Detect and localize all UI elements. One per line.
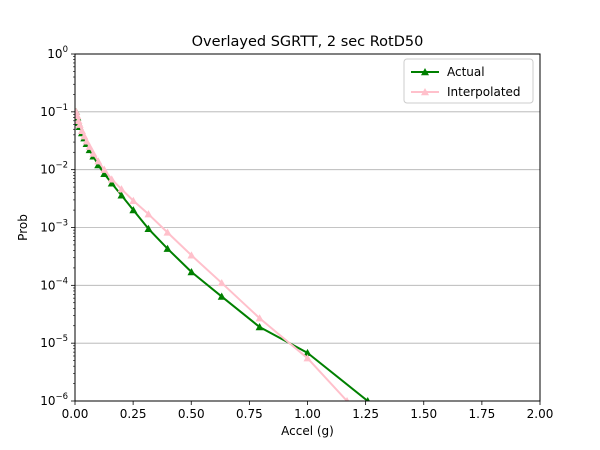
y-tick-label: 100: [47, 45, 68, 61]
data-point: [89, 149, 98, 157]
plot-series: [75, 107, 370, 401]
y-tick-label: 10−5: [40, 334, 68, 350]
series-interpolated: [75, 107, 350, 401]
x-tick-label: 1.75: [469, 407, 496, 421]
legend-item: Actual: [411, 65, 485, 79]
legend-marker: [421, 68, 429, 76]
data-point: [144, 210, 153, 218]
legend-marker: [421, 88, 429, 96]
data-point: [303, 348, 312, 357]
data-point: [163, 244, 172, 252]
x-tick-label: 2.00: [527, 407, 554, 421]
data-point: [75, 107, 81, 116]
data-point: [187, 251, 196, 259]
legend-label: Interpolated: [447, 85, 521, 99]
data-point: [303, 354, 312, 362]
data-point: [94, 161, 103, 169]
x-tick-label: 1.00: [294, 407, 321, 421]
data-point: [77, 126, 86, 134]
data-point: [344, 397, 350, 401]
x-tick-label: 0.75: [236, 407, 263, 421]
data-point: [144, 224, 153, 232]
chart-title: Overlayed SGRTT, 2 sec RotD50: [192, 34, 424, 50]
data-point: [217, 278, 226, 287]
data-point: [255, 314, 264, 322]
x-tick-label: 0.00: [62, 407, 89, 421]
y-tick-label: 10−2: [40, 161, 68, 177]
x-tick-label: 0.50: [178, 407, 205, 421]
legend-item: Interpolated: [411, 85, 521, 99]
y-tick-label: 10−3: [40, 219, 68, 235]
data-point: [117, 191, 126, 199]
data-point: [365, 397, 370, 401]
y-tick-label: 10−4: [40, 276, 68, 292]
legend: Actual Interpolated: [403, 58, 534, 104]
data-point: [129, 206, 138, 214]
data-point: [82, 137, 91, 145]
data-point: [117, 185, 126, 193]
data-point: [129, 196, 138, 204]
data-point: [75, 120, 84, 128]
x-tick-label: 1.50: [410, 407, 437, 421]
data-point: [100, 169, 109, 177]
data-point: [255, 323, 264, 331]
data-point: [100, 165, 109, 173]
data-point: [80, 132, 89, 140]
data-point: [107, 179, 116, 187]
y-axis-ticks: 10−6 10−5 10−4 10−3 10−2 10−1 100: [40, 45, 75, 408]
x-axis-ticks: 0.00 0.25 0.50 0.75 1.00 1.25 1.50 1.75 2.00: [62, 401, 554, 421]
data-point: [187, 268, 196, 276]
data-point: [75, 111, 82, 120]
data-point: [85, 142, 94, 150]
data-point: [94, 157, 103, 165]
x-axis-label: Accel (g): [281, 424, 334, 438]
x-tick-label: 1.25: [352, 407, 379, 421]
x-tick-label: 0.25: [120, 407, 147, 421]
y-axis-label: Prob: [16, 214, 30, 241]
data-point: [107, 175, 116, 183]
y-tick-label: 10−6: [40, 392, 68, 408]
data-point: [75, 116, 83, 124]
y-tick-label: 10−1: [40, 103, 68, 119]
data-point: [217, 292, 226, 300]
data-point: [163, 228, 172, 236]
legend-label: Actual: [447, 65, 485, 79]
